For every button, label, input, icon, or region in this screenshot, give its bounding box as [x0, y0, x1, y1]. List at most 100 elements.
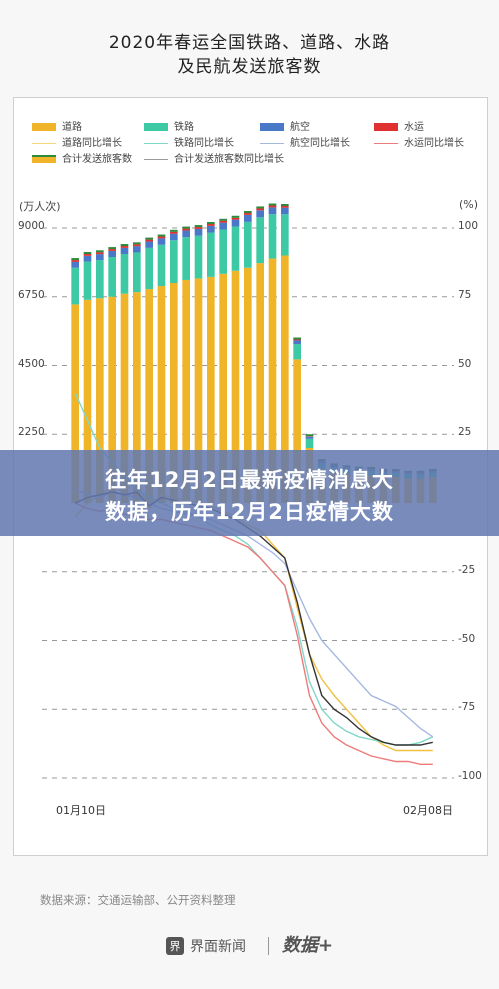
bar-道路-9 — [182, 279, 190, 503]
legend-swatch — [260, 142, 284, 144]
bar-航空-13 — [231, 219, 240, 227]
bar-航空-8 — [170, 233, 178, 241]
brand-signature: 数据+ — [282, 935, 334, 956]
bar-航空-18 — [293, 340, 301, 345]
bar-水运-5 — [133, 244, 141, 247]
legend-label: 道路 — [62, 122, 82, 133]
bar-水运-9 — [182, 228, 190, 231]
bar-铁路-6 — [145, 247, 153, 290]
line-水运同比增长 — [74, 502, 433, 765]
bar-航空-17 — [281, 207, 289, 215]
bar-铁路-18 — [293, 344, 301, 360]
legend-swatch — [260, 123, 284, 131]
bar-total-cap-2 — [96, 250, 104, 253]
legend-swatch — [32, 123, 56, 131]
bar-铁路-0 — [71, 267, 79, 305]
bar-铁路-7 — [157, 244, 166, 287]
bar-铁路-14 — [244, 221, 252, 268]
bar-铁路-11 — [207, 232, 215, 277]
bar-total-cap-8 — [170, 229, 178, 232]
legend-label: 航空 — [290, 122, 310, 133]
left-axis-unit: (万人次) — [19, 200, 61, 213]
bar-水运-2 — [96, 252, 104, 255]
bar-total-cap-3 — [108, 247, 116, 250]
bar-道路-11 — [207, 276, 215, 503]
bar-道路-0 — [71, 304, 79, 503]
bar-铁路-8 — [170, 240, 178, 283]
bar-道路-3 — [108, 296, 116, 503]
bar-道路-7 — [157, 286, 166, 503]
bar-铁路-15 — [256, 217, 264, 264]
bar-航空-1 — [83, 255, 92, 262]
bar-铁路-12 — [219, 229, 227, 274]
bar-航空-4 — [120, 247, 129, 254]
bar-水运-15 — [256, 208, 264, 211]
legend-swatch — [32, 155, 56, 163]
legend-item: 道路同比增长 — [32, 134, 122, 149]
bar-道路-1 — [83, 299, 92, 503]
bar-铁路-10 — [194, 235, 203, 279]
bar-铁路-3 — [108, 257, 116, 297]
chart-title-line2: 及民航发送旅客数 — [177, 57, 322, 77]
bar-水运-17 — [281, 206, 289, 208]
legend-label: 水运 — [404, 122, 424, 133]
right-tick-label: 50 — [458, 357, 472, 370]
bar-铁路-19 — [305, 438, 314, 448]
bar-铁路-2 — [96, 260, 104, 299]
legend-swatch — [144, 158, 168, 160]
legend-item: 道路 — [32, 118, 82, 133]
right-tick-label: -75 — [458, 701, 476, 714]
bar-水运-13 — [231, 217, 240, 220]
legend-item: 水运 — [374, 118, 424, 133]
bar-道路-12 — [219, 273, 227, 503]
x-tick-last: 02月08日 — [403, 804, 453, 817]
bar-水运-18 — [293, 339, 301, 341]
bar-道路-5 — [133, 292, 141, 503]
legend-item: 航空 — [260, 118, 310, 133]
right-tick-label: 100 — [458, 220, 479, 232]
bar-total-cap-14 — [244, 211, 252, 214]
bar-total-cap-6 — [145, 237, 153, 240]
legend-label: 合计发送旅客数 — [62, 154, 132, 165]
bar-水运-10 — [194, 227, 203, 229]
bar-航空-9 — [182, 230, 190, 238]
legend-swatch — [374, 142, 398, 144]
bar-铁路-5 — [133, 252, 141, 293]
bar-道路-8 — [170, 283, 178, 503]
bar-道路-17 — [281, 255, 289, 503]
bar-total-cap-19 — [305, 434, 314, 437]
legend-item: 合计发送旅客数 — [32, 150, 132, 165]
bar-total-cap-10 — [194, 225, 203, 228]
bar-道路-6 — [145, 289, 153, 503]
legend-item: 水运同比增长 — [374, 134, 464, 149]
right-tick-label: 25 — [458, 426, 472, 439]
bar-航空-12 — [219, 222, 227, 230]
bar-航空-11 — [207, 225, 215, 233]
left-tick-label: 2250 — [18, 426, 45, 439]
bar-水运-7 — [157, 236, 166, 239]
bar-水运-8 — [170, 231, 178, 234]
bar-水运-14 — [244, 213, 252, 215]
bar-total-cap-0 — [71, 258, 79, 261]
bar-道路-4 — [120, 293, 129, 503]
right-tick-label: 75 — [458, 288, 472, 301]
jiemian-icon: 界 — [166, 937, 184, 955]
bar-total-cap-16 — [268, 203, 277, 206]
bar-航空-19 — [305, 436, 314, 439]
bar-铁路-9 — [182, 237, 190, 280]
bar-航空-2 — [96, 254, 104, 261]
bar-航空-3 — [108, 250, 116, 258]
bar-水运-3 — [108, 249, 116, 251]
right-tick-label: -100 — [458, 770, 482, 782]
jiemian-logo: 界 界面新闻 — [166, 936, 246, 956]
right-tick-label: -50 — [458, 632, 476, 645]
legend-label: 铁路同比增长 — [174, 138, 234, 149]
bar-道路-2 — [96, 298, 104, 503]
bar-道路-18 — [293, 359, 301, 503]
bar-total-cap-18 — [293, 337, 301, 340]
bar-航空-7 — [157, 238, 166, 245]
bar-水运-0 — [71, 260, 79, 262]
bar-道路-16 — [268, 258, 277, 503]
x-tick-first: 01月10日 — [56, 804, 106, 817]
